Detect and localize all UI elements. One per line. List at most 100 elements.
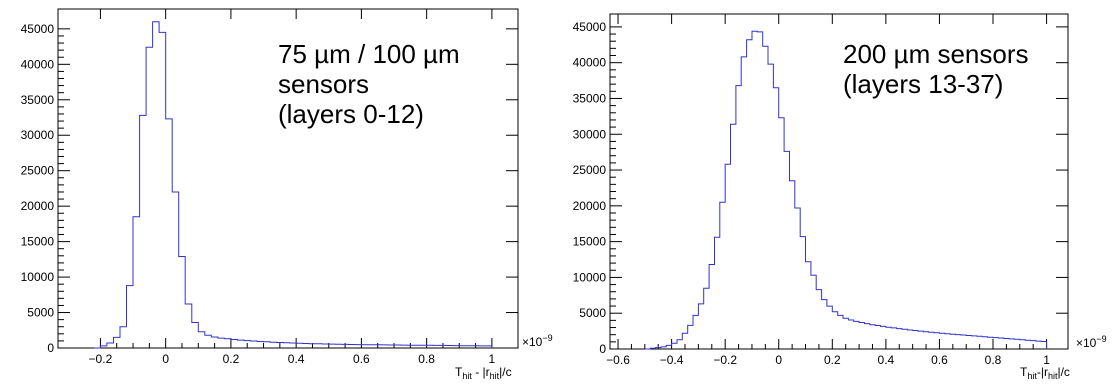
annotation-line: sensors: [278, 69, 369, 99]
histogram-bin: [270, 342, 277, 348]
x-tick-label: 0.2: [824, 353, 841, 367]
y-tick-label: 10000: [21, 270, 55, 284]
histogram-bin: [827, 306, 832, 349]
x-tick-label: −0.6: [606, 353, 630, 367]
y-tick-label: 10000: [573, 270, 607, 284]
histogram-bin: [714, 237, 719, 349]
histogram-bin: [335, 344, 342, 348]
histogram-bin: [250, 341, 257, 348]
annotation-line: 75 µm / 100 µm: [278, 39, 460, 69]
y-tick-label: 40000: [21, 57, 55, 71]
y-tick-label: 45000: [573, 20, 607, 34]
histogram-bin: [709, 265, 714, 349]
histogram-bin: [211, 337, 218, 348]
x-axis-title-part: hit: [462, 371, 472, 381]
histogram-bins: [644, 30, 1048, 350]
histogram-bin: [832, 312, 837, 349]
histogram-bin: [859, 323, 864, 349]
histogram-bin: [257, 341, 264, 348]
histogram-bin: [322, 344, 329, 348]
y-tick-label: 30000: [21, 128, 55, 142]
y-tick-label: 15000: [21, 235, 55, 249]
histogram-bin: [231, 339, 238, 348]
y-tick-label: 20000: [573, 199, 607, 213]
histogram-bin: [848, 320, 853, 349]
y-tick-label: 20000: [21, 199, 55, 213]
histogram-bin: [1004, 338, 1009, 349]
histogram-bin: [918, 331, 923, 349]
histogram-bin: [485, 346, 492, 348]
histogram-bin: [998, 338, 1003, 349]
histogram-bin: [185, 304, 192, 348]
x-axis-title-part: |/c: [499, 365, 511, 379]
histogram-bin: [107, 343, 114, 348]
x-axis-title-part: - |r: [472, 365, 490, 379]
x-axis-title-part: |/c: [1057, 365, 1069, 379]
histogram-bin: [806, 262, 811, 349]
y-tick-label: 35000: [573, 91, 607, 105]
histogram-bin: [864, 324, 869, 349]
histogram-bin: [453, 346, 460, 348]
histogram-bin: [309, 344, 316, 348]
y-tick-label: 0: [599, 342, 606, 356]
histogram-bin: [763, 46, 768, 349]
x-tick-label: 0.8: [418, 352, 435, 366]
histogram-bin: [800, 237, 805, 349]
histogram-bin: [720, 202, 725, 349]
histogram-bin: [961, 335, 966, 349]
histogram-bin: [172, 192, 179, 348]
x-tick-label: 1: [1043, 353, 1050, 367]
y-tick-label: 35000: [21, 93, 55, 107]
histogram-bin: [816, 290, 821, 349]
histogram-bin: [179, 257, 186, 348]
histogram-bin: [414, 345, 421, 348]
x-tick-label: −0.4: [660, 353, 684, 367]
histogram-bin: [140, 115, 147, 348]
histogram-bin: [923, 332, 928, 349]
histogram-bin: [218, 338, 225, 348]
histogram-bin: [934, 333, 939, 349]
histogram-bin: [913, 331, 918, 349]
histogram-line: [93, 21, 493, 349]
histogram-bin: [736, 86, 741, 349]
histogram-bin: [237, 340, 244, 348]
histogram-bin: [133, 217, 140, 348]
histogram-bin: [870, 325, 875, 349]
x-axis-title-part: T: [1020, 365, 1028, 379]
left-histogram-panel: 0 5000 10000 15000 20000 25000 30000 35000 40000…: [21, 8, 553, 381]
y-tick-label: 5000: [27, 306, 54, 320]
histogram-bin: [192, 322, 199, 348]
histogram-bin: [316, 344, 323, 348]
histogram-bin: [843, 318, 848, 349]
histogram-bin: [100, 346, 107, 348]
histogram-bin: [650, 348, 655, 349]
x-tick-label: 0: [162, 352, 169, 366]
x-tick-label: 0.2: [223, 352, 240, 366]
histogram-bin: [374, 345, 381, 348]
histogram-bin: [672, 343, 677, 349]
histogram-bin: [741, 57, 746, 349]
histogram-bin: [401, 345, 408, 348]
y-tick-label: 15000: [573, 235, 607, 249]
histogram-bin: [113, 337, 120, 348]
histogram-bin: [838, 315, 843, 349]
x-exponent-power: −9: [1096, 334, 1106, 344]
x-tick-label: 0.6: [931, 353, 948, 367]
histogram-bin: [348, 345, 355, 348]
right-histogram-panel: 0 5000 10000 15000 20000 25000 30000 35000 40000…: [573, 13, 1107, 381]
histogram-bin: [166, 119, 173, 348]
x-axis-title-part: -|r: [1037, 365, 1048, 379]
histogram-bin: [440, 345, 447, 348]
histogram-bin: [854, 321, 859, 349]
histogram-bin: [795, 208, 800, 349]
x-tick-label: −0.2: [89, 352, 113, 366]
histogram-bin: [394, 345, 401, 348]
histogram-bin: [342, 344, 349, 348]
x-exponent-label: ×10−9: [1076, 334, 1107, 350]
histogram-bin: [479, 346, 486, 348]
histogram-bin: [939, 333, 944, 349]
histogram-bin: [264, 342, 271, 348]
histogram-bin: [355, 345, 362, 348]
histogram-bin: [1041, 341, 1046, 349]
histogram-bin: [277, 342, 284, 348]
